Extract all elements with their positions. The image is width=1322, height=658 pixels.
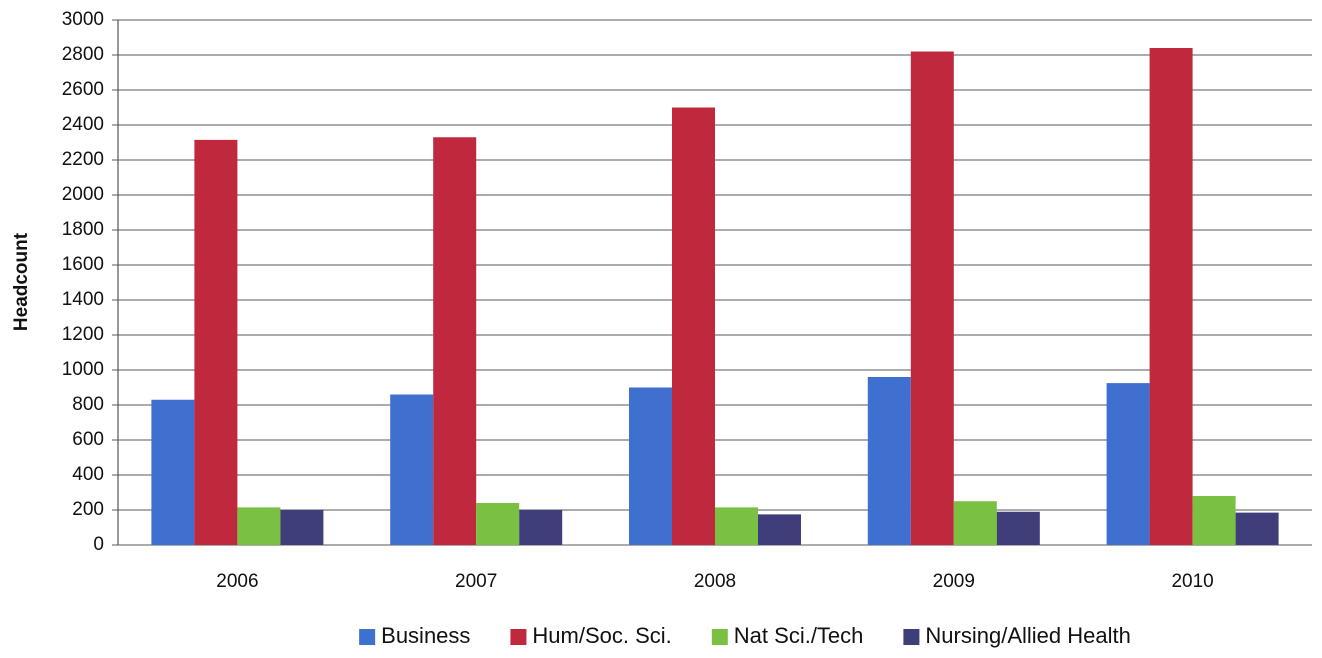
legend-swatch [903, 629, 920, 645]
bar [519, 510, 563, 545]
x-tick-label: 2008 [694, 571, 736, 592]
bar [715, 507, 758, 545]
bar [151, 399, 195, 545]
y-tick-label: 1000 [62, 359, 104, 380]
bar [672, 107, 715, 545]
bar [280, 510, 324, 545]
legend-label: Nursing/Allied Health [925, 623, 1130, 648]
bar [1106, 383, 1150, 545]
y-tick-label: 2600 [62, 79, 104, 100]
bar [194, 139, 238, 545]
bar [1192, 496, 1236, 545]
y-tick-label: 1400 [62, 289, 104, 310]
bar [996, 511, 1040, 545]
y-axis-label: Headcount [11, 232, 32, 331]
y-tick-label: 400 [72, 464, 104, 485]
legend-swatch [711, 629, 728, 645]
legend-label: Nat Sci./Tech [734, 623, 864, 648]
bar [476, 503, 520, 545]
legend-swatch [510, 629, 527, 645]
bar [433, 137, 477, 545]
y-tick-label: 800 [72, 394, 104, 415]
bar [629, 387, 672, 545]
bar [237, 507, 281, 545]
y-tick-label: 2400 [62, 114, 104, 135]
x-tick-label: 2009 [933, 571, 975, 592]
y-tick-label: 1200 [62, 324, 104, 345]
bar [390, 394, 434, 545]
x-tick-label: 2007 [455, 571, 497, 592]
legend-label: Hum/Soc. Sci. [532, 623, 671, 648]
bar [1235, 512, 1279, 545]
bar [1149, 48, 1193, 545]
y-tick-label: 0 [93, 534, 104, 555]
bar [758, 514, 801, 545]
y-tick-label: 2800 [62, 44, 104, 65]
bar [910, 51, 954, 545]
y-tick-label: 200 [72, 499, 104, 520]
x-tick-label: 2006 [216, 571, 258, 592]
y-tick-label: 2200 [62, 149, 104, 170]
y-tick-label: 2000 [62, 184, 104, 205]
bar [867, 377, 911, 545]
x-tick-label: 2010 [1171, 571, 1213, 592]
legend-label: Business [381, 623, 470, 648]
bar [953, 501, 997, 545]
y-tick-label: 600 [72, 429, 104, 450]
y-tick-label: 1800 [62, 219, 104, 240]
y-tick-label: 3000 [62, 9, 104, 30]
legend-swatch [359, 629, 376, 645]
y-tick-label: 1600 [62, 254, 104, 275]
